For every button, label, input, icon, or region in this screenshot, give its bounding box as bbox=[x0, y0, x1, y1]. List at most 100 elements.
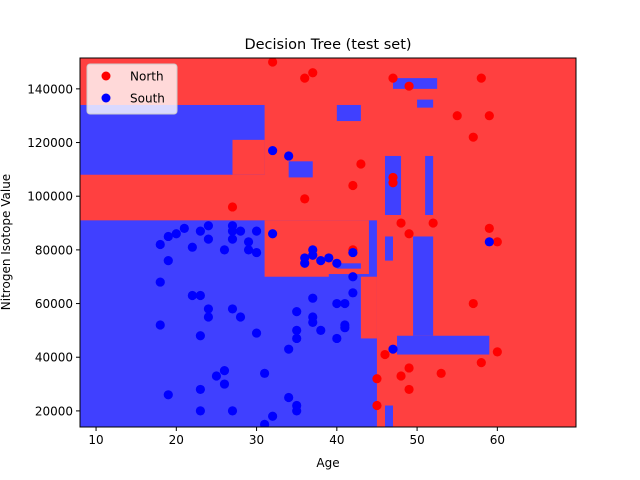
north-point bbox=[484, 111, 494, 121]
south-point bbox=[251, 226, 262, 236]
north-point bbox=[452, 111, 462, 121]
south-point bbox=[171, 229, 181, 239]
x-tick-label: 30 bbox=[249, 433, 264, 447]
y-tick-label: 120000 bbox=[27, 136, 73, 150]
south-point bbox=[268, 411, 278, 421]
north-point bbox=[388, 178, 398, 188]
north-point bbox=[404, 81, 414, 91]
south-point bbox=[308, 293, 318, 303]
north-point bbox=[300, 73, 310, 83]
south-point bbox=[292, 333, 302, 344]
south-decision-region bbox=[397, 335, 490, 355]
south-point bbox=[292, 406, 302, 416]
south-decision-region bbox=[336, 263, 361, 269]
north-point bbox=[476, 73, 486, 83]
south-point bbox=[243, 245, 254, 255]
y-tick-label: 20000 bbox=[35, 404, 73, 418]
south-point bbox=[195, 290, 205, 301]
south-point bbox=[251, 247, 262, 258]
south-point bbox=[195, 226, 205, 236]
south-point bbox=[243, 237, 254, 247]
south-point bbox=[195, 406, 205, 416]
north-point bbox=[484, 223, 494, 234]
south-point bbox=[348, 247, 358, 258]
south-point bbox=[284, 344, 294, 354]
south-decision-region bbox=[425, 155, 434, 215]
south-point bbox=[259, 419, 270, 427]
south-point bbox=[211, 371, 222, 381]
south-point bbox=[316, 325, 326, 335]
north-point bbox=[300, 194, 310, 204]
south-point bbox=[292, 325, 302, 335]
south-point bbox=[332, 333, 342, 344]
south-point bbox=[324, 253, 334, 263]
north-point bbox=[308, 68, 318, 78]
south-point bbox=[227, 406, 238, 416]
south-point bbox=[203, 221, 214, 231]
south-point bbox=[195, 331, 205, 341]
south-point bbox=[187, 290, 197, 301]
y-tick-label: 100000 bbox=[27, 190, 73, 204]
south-point bbox=[163, 256, 173, 266]
chart-title: Decision Tree (test set) bbox=[244, 37, 411, 53]
y-tick-label: 140000 bbox=[27, 82, 73, 96]
south-point bbox=[284, 392, 294, 403]
south-point bbox=[187, 242, 197, 252]
north-point bbox=[492, 237, 502, 247]
south-point bbox=[348, 288, 358, 298]
south-point bbox=[484, 237, 494, 247]
south-decision-region bbox=[413, 236, 434, 336]
data-points bbox=[155, 58, 502, 427]
y-tick-label: 60000 bbox=[35, 297, 73, 311]
legend-north-label: North bbox=[130, 70, 164, 84]
south-point bbox=[284, 151, 294, 161]
north-point bbox=[468, 298, 478, 309]
south-point bbox=[332, 258, 342, 268]
north-point bbox=[476, 357, 486, 368]
south-decision-region bbox=[384, 405, 394, 427]
y-tick-label: 80000 bbox=[35, 243, 73, 257]
south-point bbox=[388, 344, 398, 354]
south-point bbox=[235, 312, 246, 322]
south-decision-region bbox=[384, 236, 394, 261]
north-decision-region bbox=[312, 249, 369, 261]
south-point bbox=[219, 379, 230, 389]
plot-frame bbox=[79, 57, 577, 428]
south-point bbox=[227, 234, 238, 244]
south-decision-region bbox=[393, 78, 438, 89]
south-point bbox=[300, 258, 310, 268]
north-point bbox=[372, 400, 382, 411]
south-point bbox=[163, 390, 173, 400]
south-point bbox=[348, 272, 358, 282]
south-point bbox=[195, 384, 205, 395]
y-axis: 20000 40000 60000 80000 100000 120000 140000 bbox=[27, 82, 80, 418]
legend-south-label: South bbox=[130, 92, 165, 106]
south-point bbox=[340, 323, 350, 333]
south-point bbox=[292, 307, 302, 317]
south-point bbox=[203, 312, 214, 322]
legend-north-marker bbox=[101, 71, 111, 81]
north-point bbox=[428, 218, 438, 228]
south-decision-region bbox=[288, 161, 313, 178]
legend: North South bbox=[86, 63, 178, 115]
south-point bbox=[203, 304, 214, 314]
north-point bbox=[492, 347, 502, 357]
x-tick-label: 50 bbox=[409, 433, 424, 447]
north-point bbox=[396, 218, 406, 228]
north-point bbox=[404, 384, 414, 395]
south-decision-region bbox=[336, 104, 361, 122]
north-point bbox=[348, 180, 358, 191]
south-point bbox=[179, 223, 189, 234]
south-point bbox=[340, 298, 350, 309]
legend-south-marker bbox=[101, 93, 111, 103]
south-point bbox=[308, 317, 318, 327]
x-tick-label: 60 bbox=[490, 433, 505, 447]
south-point bbox=[308, 250, 318, 260]
north-point bbox=[356, 159, 366, 169]
north-point bbox=[388, 73, 398, 83]
south-point bbox=[203, 234, 214, 244]
south-point bbox=[155, 239, 165, 250]
south-point bbox=[163, 231, 173, 242]
south-point bbox=[268, 229, 278, 239]
